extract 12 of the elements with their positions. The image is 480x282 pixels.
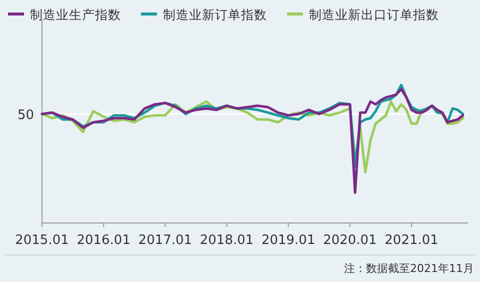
x-tick-label: 2017.01 (138, 233, 192, 248)
x-tick-label: 2020.01 (323, 233, 377, 248)
legend-label: 制造业新出口订单指数 (309, 7, 439, 22)
x-tick-label: 2021.01 (384, 233, 438, 248)
x-tick-label: 2016.01 (76, 233, 130, 248)
legend-label: 制造业新订单指数 (163, 7, 267, 22)
text: 50 (17, 108, 34, 123)
x-tick-label: 2015.01 (15, 233, 69, 248)
x-tick-label: 2018.01 (200, 233, 254, 248)
legend-label: 制造业生产指数 (30, 7, 121, 22)
x-tick-label: 2019.01 (261, 233, 316, 248)
text: 注：数据截至2021年11月 (344, 262, 474, 275)
